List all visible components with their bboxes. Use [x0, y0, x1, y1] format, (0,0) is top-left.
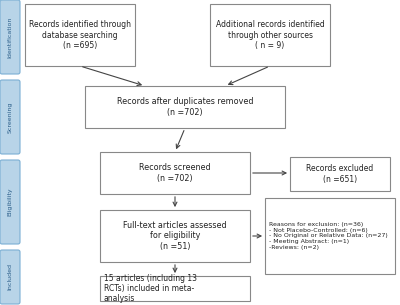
Bar: [100, 152, 250, 194]
Bar: [290, 157, 390, 191]
FancyBboxPatch shape: [0, 80, 20, 154]
Bar: [210, 4, 330, 66]
Text: Reasons for exclusion: (n=36)
- Not Placebo-Controlled: (n=6)
- No Original or R: Reasons for exclusion: (n=36) - Not Plac…: [269, 222, 388, 250]
FancyBboxPatch shape: [0, 0, 20, 74]
FancyBboxPatch shape: [0, 160, 20, 244]
Text: Identification: Identification: [8, 16, 12, 58]
Text: 15 articles (including 13
RCTs) included in meta-
analysis: 15 articles (including 13 RCTs) included…: [104, 274, 197, 303]
Text: Screening: Screening: [8, 101, 12, 133]
Bar: [25, 4, 135, 66]
Text: Records excluded
(n =651): Records excluded (n =651): [306, 164, 374, 184]
Bar: [100, 276, 250, 301]
Bar: [100, 210, 250, 262]
Bar: [265, 198, 395, 274]
Text: Additional records identified
through other sources
( n = 9): Additional records identified through ot…: [216, 20, 324, 50]
Text: Full-text articles assessed
for eligibility
(n =51): Full-text articles assessed for eligibil…: [123, 221, 227, 251]
Text: Records screened
(n =702): Records screened (n =702): [139, 163, 211, 183]
Text: Included: Included: [8, 264, 12, 290]
Text: Eligibility: Eligibility: [8, 188, 12, 216]
FancyBboxPatch shape: [0, 250, 20, 304]
Text: Records identified through
database searching
(n =695): Records identified through database sear…: [29, 20, 131, 50]
Bar: [85, 86, 285, 128]
Text: Records after duplicates removed
(n =702): Records after duplicates removed (n =702…: [117, 97, 253, 117]
